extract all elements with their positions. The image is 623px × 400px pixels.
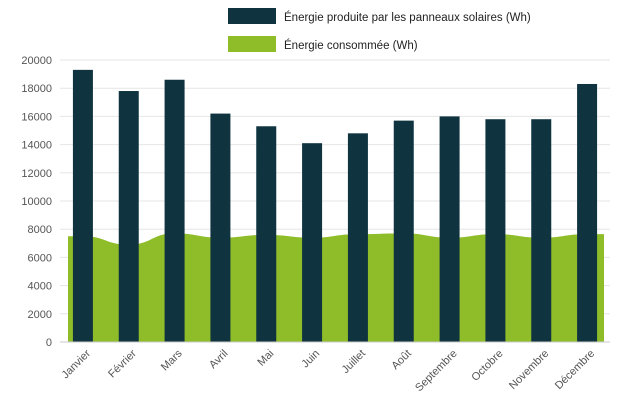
bar-production xyxy=(72,69,93,343)
x-tick-label: Novembre xyxy=(507,348,551,392)
legend-label-consumed: Énergie consommée (Wh) xyxy=(284,39,418,52)
legend: Énergie produite par les panneaux solair… xyxy=(228,8,531,52)
bar-production xyxy=(577,83,598,342)
x-tick-label: Juillet xyxy=(340,348,368,376)
bar-production xyxy=(531,119,552,342)
y-axis-ticks: 0 2000 4000 6000 8000 10000 12000 14000 16000 180… xyxy=(21,55,52,349)
x-tick-label: Juin xyxy=(299,348,322,371)
consumption-area-layer xyxy=(68,233,604,342)
bar-production xyxy=(485,119,506,342)
y-tick-label: 14000 xyxy=(21,140,52,152)
consumption-area xyxy=(68,233,604,342)
y-tick-label: 16000 xyxy=(21,111,52,123)
y-tick-label: 6000 xyxy=(28,252,52,264)
x-tick-label: Février xyxy=(106,347,139,380)
y-tick-label: 8000 xyxy=(28,224,52,236)
bar-production xyxy=(439,116,460,343)
y-tick-label: 0 xyxy=(46,337,52,349)
x-tick-label: Mars xyxy=(159,347,185,373)
bar-production xyxy=(256,126,277,343)
legend-swatch-consumed xyxy=(228,36,276,52)
y-tick-label: 20000 xyxy=(21,55,52,67)
x-tick-label: Mai xyxy=(255,348,276,369)
x-tick-label: Avril xyxy=(207,348,230,371)
bar-production xyxy=(118,91,139,343)
x-tick-label: Janvier xyxy=(59,347,93,381)
bar-production xyxy=(347,133,368,342)
x-axis-ticks: Janvier Février Mars Avril Mai Juin Juillet Aoû… xyxy=(59,347,597,394)
bar-production xyxy=(302,143,323,342)
y-tick-label: 4000 xyxy=(28,281,52,293)
bar-production xyxy=(393,120,414,342)
y-tick-label: 18000 xyxy=(21,83,52,95)
x-tick-label: Août xyxy=(389,348,413,372)
y-tick-label: 10000 xyxy=(21,196,52,208)
x-tick-label: Septembre xyxy=(413,348,460,395)
production-bars xyxy=(72,69,598,343)
x-tick-label: Décembre xyxy=(553,348,597,392)
x-tick-label: Octobre xyxy=(469,348,505,384)
y-tick-label: 12000 xyxy=(21,168,52,180)
y-tick-label: 2000 xyxy=(28,309,52,321)
bar-production xyxy=(210,113,231,342)
bar-production xyxy=(164,79,185,343)
legend-label-produced: Énergie produite par les panneaux solair… xyxy=(284,11,531,24)
legend-swatch-produced xyxy=(228,8,276,24)
